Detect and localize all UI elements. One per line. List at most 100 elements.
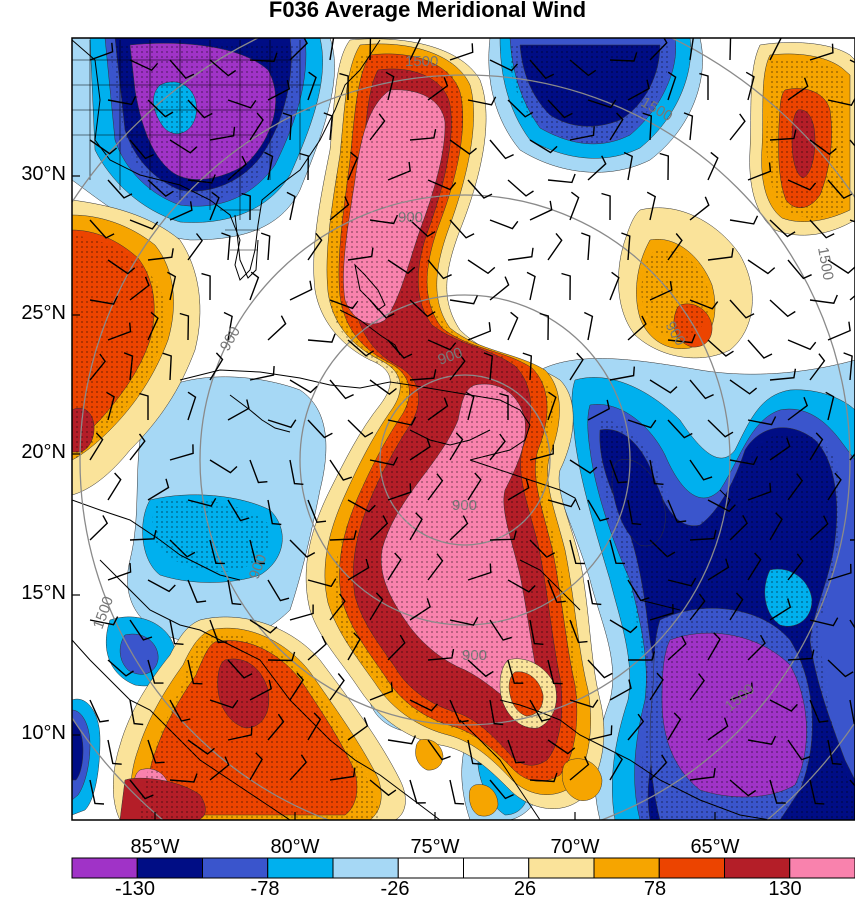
wind-barb	[547, 232, 563, 261]
wind-barb	[507, 311, 519, 341]
wind-barb	[809, 515, 829, 541]
wind-barb	[249, 679, 273, 701]
wind-barb	[569, 352, 584, 381]
wind-barb	[587, 725, 613, 741]
wind-barb	[689, 196, 710, 221]
contour-label: 900	[462, 647, 487, 664]
wind-barb	[107, 95, 137, 106]
wind-barb	[529, 539, 556, 558]
wind-barb	[147, 179, 174, 197]
wind-barb	[499, 392, 509, 420]
wind-barb	[628, 651, 656, 661]
wind-barb	[369, 779, 397, 797]
wind-barb	[587, 579, 602, 606]
wind-barb	[627, 315, 647, 341]
wind-barb	[369, 113, 386, 141]
colorbar-swatch	[593, 857, 660, 879]
wind-barb	[646, 191, 656, 221]
contour-label: 1500	[405, 53, 438, 70]
wind-barb	[769, 368, 797, 381]
wind-barb	[107, 659, 134, 677]
wind-barb	[169, 139, 198, 154]
wind-barb	[369, 214, 399, 225]
wind-barb	[264, 151, 274, 181]
wind-barb	[809, 139, 837, 156]
wind-barb	[649, 38, 668, 61]
wind-barb	[169, 699, 191, 722]
wind-barb	[769, 299, 796, 318]
wind-barb	[747, 482, 772, 501]
wind-barb	[507, 99, 534, 118]
wind-barb	[825, 391, 835, 421]
colorbar-swatch	[658, 857, 725, 879]
wind-barb	[241, 192, 251, 221]
wind-barb	[729, 215, 759, 225]
colorbar-swatch	[136, 857, 203, 879]
wind-barb	[449, 432, 464, 461]
wind-barb	[809, 43, 834, 61]
wind-barb	[260, 232, 271, 261]
wind-barb	[387, 634, 406, 661]
wind-barb	[369, 299, 395, 319]
wind-barb	[267, 419, 297, 429]
wind-barb	[427, 179, 457, 191]
wind-barb	[787, 396, 809, 421]
wind-barb	[587, 499, 610, 522]
wind-barb	[107, 259, 136, 275]
coastlines	[72, 39, 771, 820]
wind-barb	[267, 499, 282, 526]
wind-barb	[89, 219, 115, 239]
wind-barb	[609, 459, 628, 484]
wind-barb	[267, 651, 296, 662]
wind-barb	[249, 52, 278, 63]
wind-barb	[249, 752, 263, 781]
wind-barbs	[89, 38, 855, 805]
wind-barb	[747, 634, 766, 661]
wind-barb	[729, 299, 755, 319]
wind-barb	[569, 459, 598, 474]
wind-barb	[729, 682, 754, 701]
wind-barb	[187, 391, 197, 421]
wind-barb	[129, 779, 154, 800]
wind-barb	[547, 739, 576, 755]
wind-barb	[409, 512, 423, 541]
wind-barb	[649, 672, 664, 701]
wind-barb	[427, 397, 449, 421]
wind-barb	[187, 659, 203, 685]
wind-barb	[769, 699, 798, 712]
wind-barb	[489, 433, 506, 461]
wind-barb	[387, 416, 417, 426]
wind-barb	[89, 515, 109, 541]
lat-label: 25°N	[21, 302, 66, 324]
wind-barb	[201, 272, 211, 301]
wind-barb	[627, 579, 650, 602]
wind-barb	[667, 499, 687, 523]
wind-barb	[409, 369, 437, 381]
wind-barb	[569, 539, 585, 565]
colorbar-label: -26	[380, 878, 410, 900]
wind-barb	[649, 280, 673, 301]
wind-barb	[467, 472, 482, 501]
wind-barb	[809, 699, 829, 723]
wind-barb	[467, 659, 494, 678]
wind-barb	[729, 779, 757, 797]
wind-barb	[209, 59, 237, 77]
wind-barb	[489, 619, 512, 641]
wind-barb	[507, 579, 536, 593]
wind-barb	[659, 152, 670, 181]
wind-barb	[347, 717, 369, 741]
wind-barb	[609, 271, 620, 301]
wind-barb	[162, 352, 172, 381]
wind-barb	[809, 779, 825, 805]
wind-barb	[587, 155, 607, 181]
wind-barb	[729, 455, 759, 466]
colorbar	[71, 857, 855, 879]
wind-barb	[227, 499, 250, 522]
wind-barb	[347, 558, 370, 581]
wind-barb	[689, 459, 713, 481]
wind-barb	[449, 779, 465, 805]
wind-barb	[609, 112, 624, 141]
wind-barb	[623, 151, 633, 181]
wind-barb	[587, 99, 617, 109]
wind-barb	[667, 333, 696, 344]
